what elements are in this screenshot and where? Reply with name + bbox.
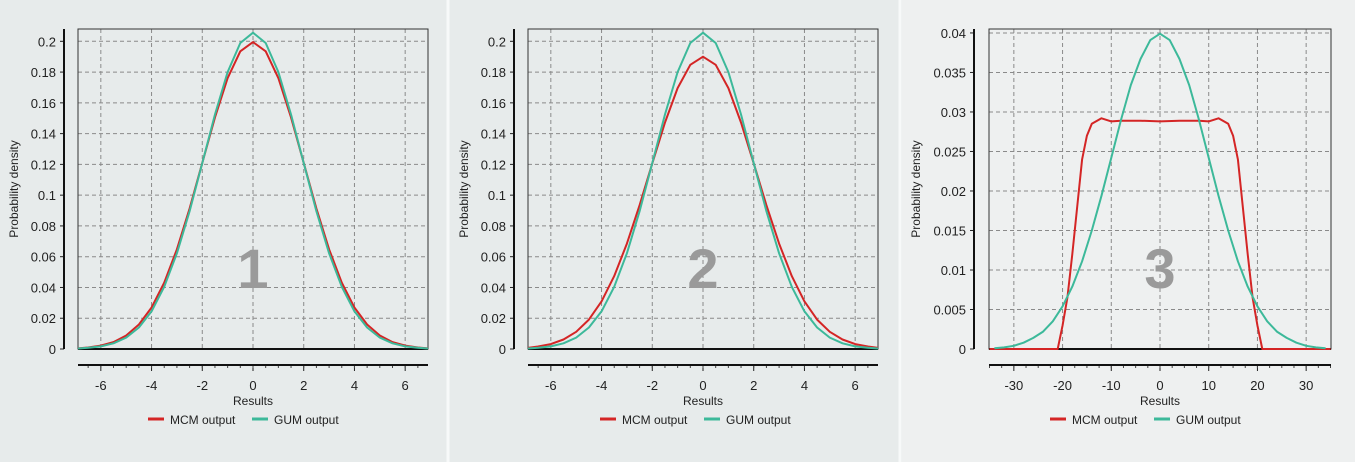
x-tick-label: 4 bbox=[801, 378, 808, 393]
y-tick-label: 0.06 bbox=[481, 250, 506, 265]
panel-number-label: 3 bbox=[1144, 237, 1175, 300]
x-tick-label: -2 bbox=[646, 378, 658, 393]
legend-label-gum: GUM output bbox=[274, 413, 339, 427]
y-axis-label: Probability density bbox=[7, 140, 21, 237]
panel-3-background bbox=[902, 0, 1355, 462]
x-tick-label: 2 bbox=[300, 378, 307, 393]
y-tick-label: 0.025 bbox=[933, 144, 966, 159]
x-axis-label: Results bbox=[1140, 394, 1180, 408]
y-tick-label: 0.035 bbox=[933, 65, 966, 80]
series-line-gum bbox=[77, 31, 429, 350]
y-tick-label: 0.01 bbox=[941, 263, 966, 278]
legend-label-mcm: MCM output bbox=[170, 413, 236, 427]
x-tick-label: -2 bbox=[196, 378, 208, 393]
y-tick-label: 0.08 bbox=[481, 219, 506, 234]
x-axis-label: Results bbox=[233, 394, 273, 408]
x-tick-label: -20 bbox=[1053, 378, 1072, 393]
y-tick-label: 0.02 bbox=[481, 311, 506, 326]
legend: MCM output GUM output bbox=[148, 413, 339, 427]
x-tick-label: -10 bbox=[1102, 378, 1121, 393]
y-tick-label: 0.04 bbox=[31, 280, 56, 295]
y-tick-label: 0.02 bbox=[941, 184, 966, 199]
y-tick-label: 0.12 bbox=[481, 157, 506, 172]
legend-label-gum: GUM output bbox=[1176, 413, 1241, 427]
x-tick-label: -4 bbox=[146, 378, 158, 393]
x-axis-label: Results bbox=[683, 394, 723, 408]
y-tick-label: 0.06 bbox=[31, 250, 56, 265]
y-tick-label: 0.14 bbox=[481, 127, 506, 142]
x-tick-label: 6 bbox=[852, 378, 859, 393]
x-tick-label: -6 bbox=[545, 378, 557, 393]
panel-number-label: 1 bbox=[237, 237, 268, 300]
y-tick-label: 0.16 bbox=[481, 96, 506, 111]
y-tick-label: 0 bbox=[499, 342, 506, 357]
chart-panel-2: 0 0.02 0.04 0.06 0.08 0.1 0.12 0.14 0.16 0.18 0.2 -… bbox=[457, 28, 879, 427]
y-tick-label: 0.015 bbox=[933, 223, 966, 238]
chart-panel-1: 0 0.02 0.04 0.06 0.08 0.1 0.12 0.14 0.16 0.18 0.2 -… bbox=[7, 28, 429, 427]
panel-number-label: 2 bbox=[687, 237, 718, 300]
y-axis-label: Probability density bbox=[457, 140, 471, 237]
x-tick-label: 4 bbox=[351, 378, 358, 393]
y-tick-label: 0.16 bbox=[31, 96, 56, 111]
y-tick-label: 0.04 bbox=[481, 280, 506, 295]
y-tick-label: 0 bbox=[959, 342, 966, 357]
y-tick-label: 0.2 bbox=[488, 34, 506, 49]
series-line-gum bbox=[994, 32, 1326, 350]
x-tick-label: -6 bbox=[95, 378, 107, 393]
y-tick-label: 0.04 bbox=[941, 26, 966, 41]
series-line-mcm bbox=[77, 41, 429, 350]
legend: MCM output GUM output bbox=[600, 413, 791, 427]
x-tick-label: 2 bbox=[750, 378, 757, 393]
legend-label-gum: GUM output bbox=[726, 413, 791, 427]
legend-label-mcm: MCM output bbox=[1072, 413, 1138, 427]
y-tick-label: 0.1 bbox=[38, 188, 56, 203]
y-tick-label: 0.02 bbox=[31, 311, 56, 326]
y-tick-label: 0.2 bbox=[38, 34, 56, 49]
series-line-gum bbox=[527, 31, 879, 350]
y-tick-label: 0.18 bbox=[481, 65, 506, 80]
legend: MCM output GUM output bbox=[1050, 413, 1241, 427]
y-axis-label: Probability density bbox=[909, 140, 923, 237]
x-tick-label: 6 bbox=[402, 378, 409, 393]
y-tick-label: 0.03 bbox=[941, 105, 966, 120]
y-tick-label: 0 bbox=[49, 342, 56, 357]
y-tick-label: 0.1 bbox=[488, 188, 506, 203]
x-tick-label: 30 bbox=[1299, 378, 1313, 393]
y-tick-label: 0.12 bbox=[31, 157, 56, 172]
x-tick-label: 0 bbox=[249, 378, 256, 393]
series-line-mcm bbox=[989, 117, 1331, 350]
x-tick-label: 20 bbox=[1250, 378, 1264, 393]
y-tick-label: 0.14 bbox=[31, 127, 56, 142]
legend-label-mcm: MCM output bbox=[622, 413, 688, 427]
x-tick-label: -30 bbox=[1004, 378, 1023, 393]
y-tick-label: 0.18 bbox=[31, 65, 56, 80]
x-tick-label: 0 bbox=[699, 378, 706, 393]
series-line-mcm bbox=[527, 55, 879, 349]
chart-panel-3: 0 0.005 0.01 0.015 0.02 0.025 0.03 0.035 0.04 -30… bbox=[909, 26, 1332, 427]
y-tick-label: 0.005 bbox=[933, 302, 966, 317]
x-tick-label: 0 bbox=[1156, 378, 1163, 393]
x-tick-label: 10 bbox=[1201, 378, 1215, 393]
x-tick-label: -4 bbox=[596, 378, 608, 393]
y-tick-label: 0.08 bbox=[31, 219, 56, 234]
